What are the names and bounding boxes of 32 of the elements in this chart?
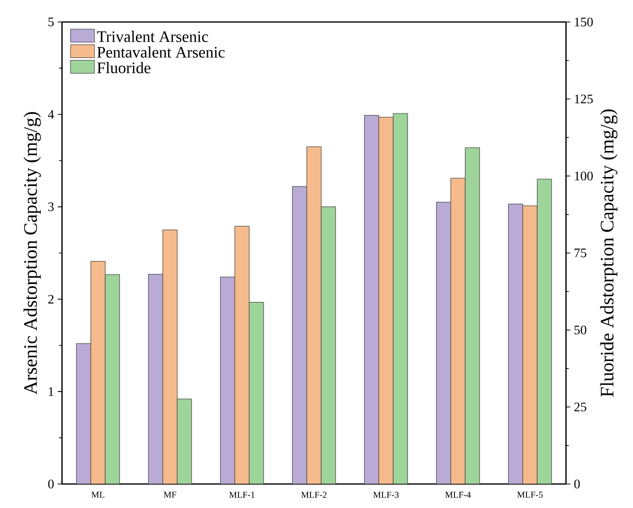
bar: [76, 343, 92, 484]
y2-tick-label: 25: [574, 402, 586, 412]
y2-tick-label: 150: [574, 18, 593, 26]
x-tick-label: MF: [164, 492, 176, 498]
x-tick-label: MLF-1: [229, 492, 254, 498]
legend-label: Fluoride: [97, 62, 150, 74]
x-tick-label: MLF-3: [373, 492, 399, 498]
y-tick-label: 3: [48, 202, 54, 212]
y-tick-label: 4: [48, 110, 54, 119]
bar: [364, 115, 380, 484]
y2-tick-label: 125: [574, 94, 593, 104]
bar: [436, 202, 452, 484]
x-tick-label: MLF-4: [445, 492, 471, 498]
bar: [148, 274, 164, 484]
y-tick-label: 5: [48, 18, 54, 26]
x-tick-label: MLF-5: [517, 492, 543, 498]
y-axis-title: Arsenic Adstorption Capacity (mg/g): [24, 112, 41, 394]
y-tick-label: 1: [48, 387, 54, 396]
legend-label: Trivalent Arsenic: [97, 30, 208, 42]
legend-label: Pentavalent Arsenic: [97, 46, 225, 58]
bar: [508, 204, 524, 484]
y2-tick-label: 0: [574, 480, 580, 488]
y-tick-label: 2: [48, 294, 54, 304]
y2-tick-label: 75: [574, 248, 586, 258]
x-tick-label: ML: [92, 492, 104, 498]
y-tick-label: 0: [48, 480, 54, 488]
y2-tick-label: 100: [574, 172, 593, 180]
x-tick-label: MLF-2: [301, 492, 326, 498]
y2-axis-title: Fluoride Adstorption Capacity (mg/g): [600, 109, 618, 397]
bar: [292, 186, 308, 484]
y2-tick-label: 50: [574, 326, 586, 334]
bar: [220, 276, 236, 484]
